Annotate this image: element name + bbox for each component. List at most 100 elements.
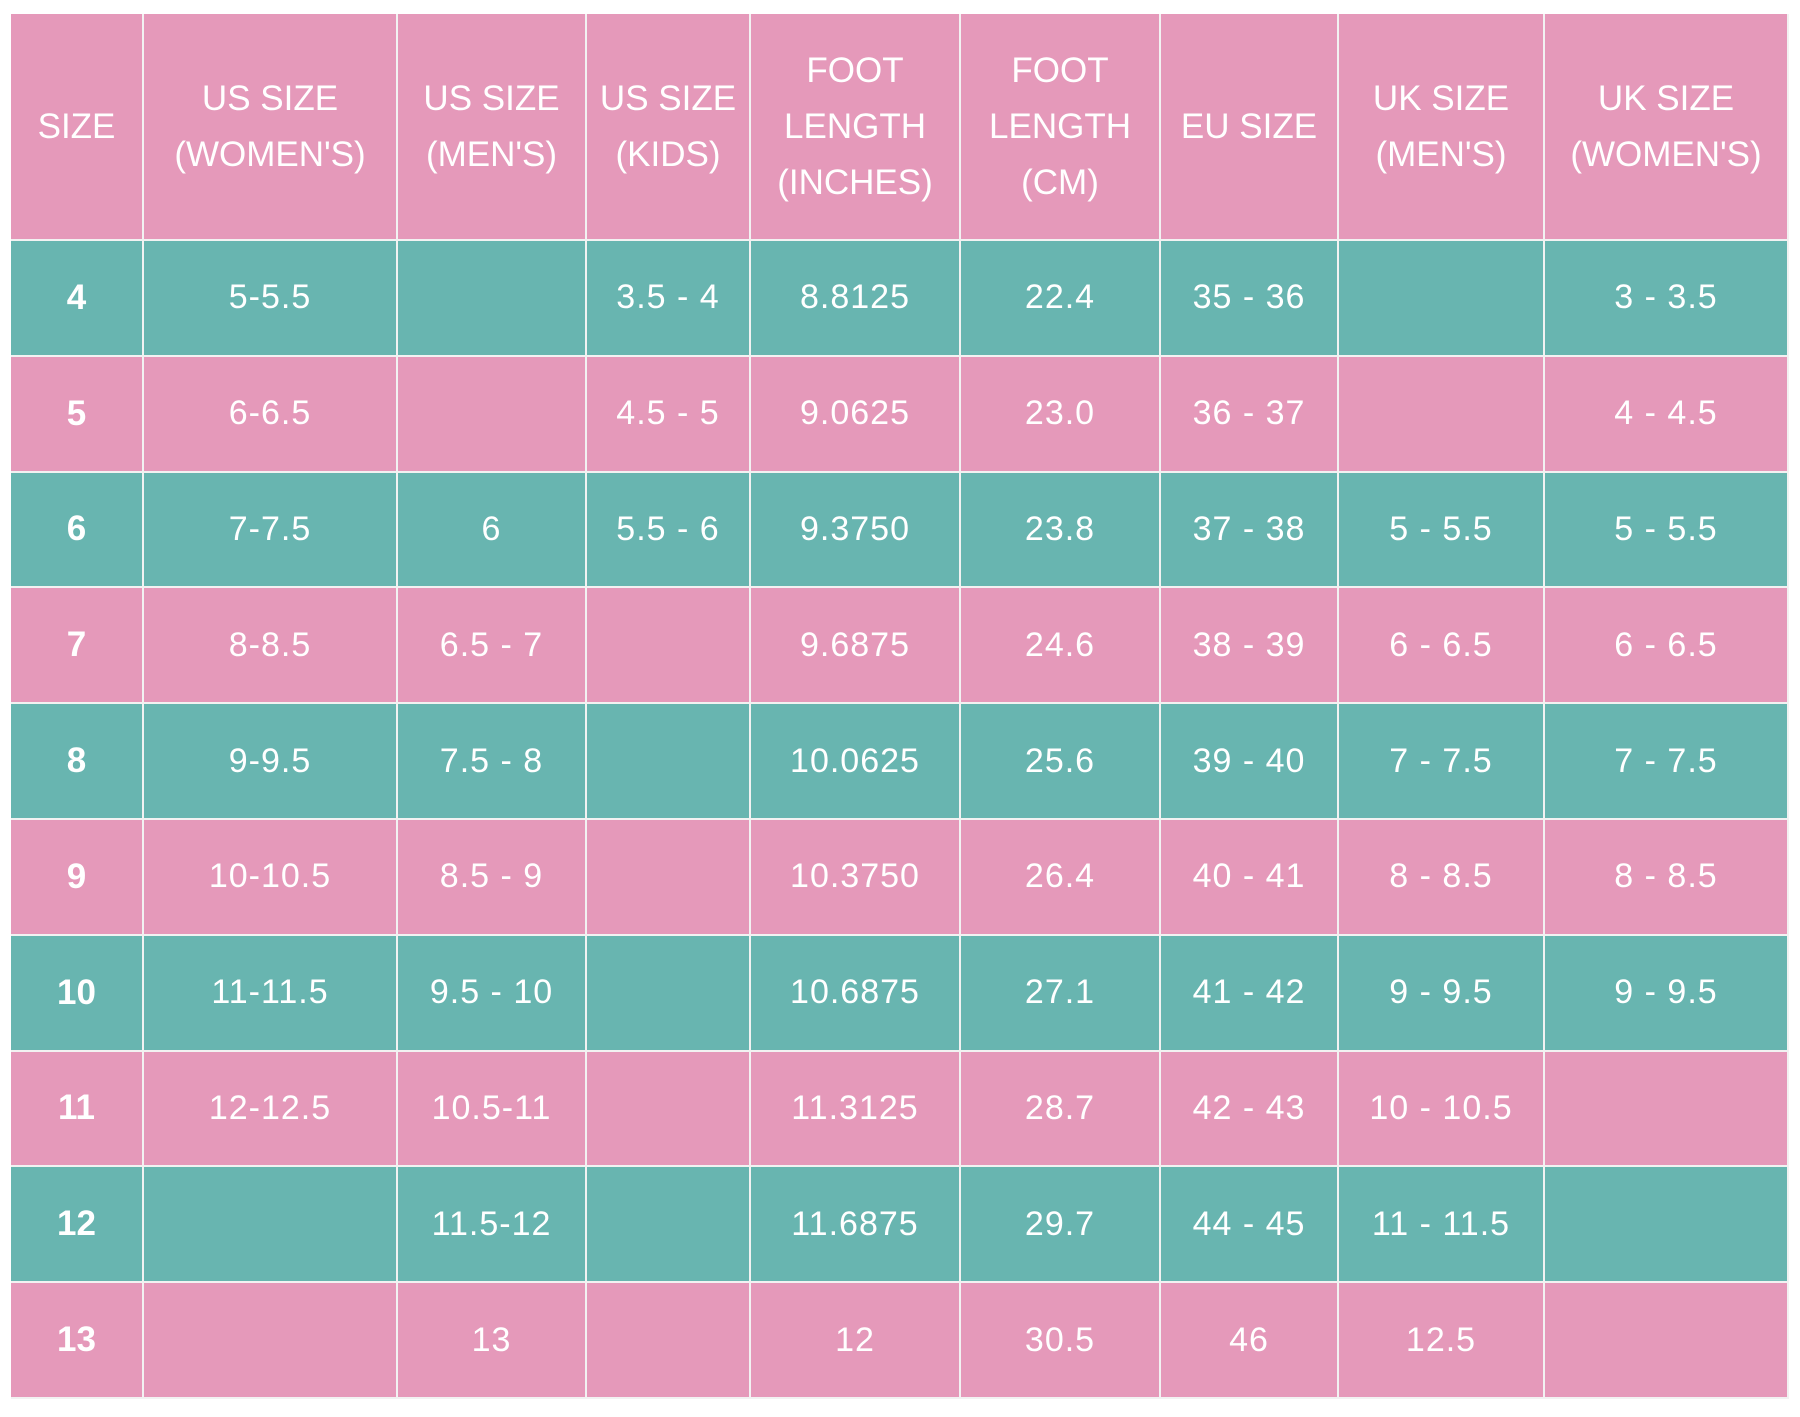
table-cell: 29.7 xyxy=(961,1167,1161,1284)
table-cell: 9 - 9.5 xyxy=(1339,935,1545,1052)
table-cell: 7 - 7.5 xyxy=(1339,704,1545,820)
table-cell: 9 - 9.5 xyxy=(1545,935,1789,1052)
table-cell: 35 - 36 xyxy=(1161,241,1339,357)
table-cell: 8-8.5 xyxy=(144,588,398,705)
table-cell: 11.3125 xyxy=(751,1051,961,1168)
table-cell: 23.8 xyxy=(961,472,1161,589)
table-cell: 8 - 8.5 xyxy=(1339,820,1545,936)
header-cell: SIZE xyxy=(11,14,144,241)
table-cell: 10.5-11 xyxy=(398,1051,587,1168)
table-cell: 6 - 6.5 xyxy=(1339,588,1545,705)
table-cell: 11.6875 xyxy=(751,1167,961,1284)
table-cell: 4 - 4.5 xyxy=(1545,356,1789,473)
header-cell: UK SIZE (WOMEN'S) xyxy=(1545,14,1789,241)
table-cell: 39 - 40 xyxy=(1161,704,1339,820)
table-cell: 41 - 42 xyxy=(1161,935,1339,1052)
table-cell: 6 xyxy=(398,472,587,589)
header-cell: US SIZE (KIDS) xyxy=(587,14,751,241)
table-cell xyxy=(1545,1167,1789,1284)
table-cell: 7-7.5 xyxy=(144,472,398,589)
row-label: 9 xyxy=(11,820,144,936)
table-cell: 4.5 - 5 xyxy=(587,356,751,473)
table-cell: 12.5 xyxy=(1339,1283,1545,1399)
table-cell: 10.0625 xyxy=(751,704,961,820)
table-cell: 6.5 - 7 xyxy=(398,588,587,705)
header-cell: FOOT LENGTH (CM) xyxy=(961,14,1161,241)
header-cell: US SIZE (WOMEN'S) xyxy=(144,14,398,241)
table-cell xyxy=(587,935,751,1052)
table-cell: 11 - 11.5 xyxy=(1339,1167,1545,1284)
table-cell: 8 - 8.5 xyxy=(1545,820,1789,936)
table-cell: 36 - 37 xyxy=(1161,356,1339,473)
table-cell: 10.6875 xyxy=(751,935,961,1052)
row-label: 13 xyxy=(11,1283,144,1399)
row-label: 4 xyxy=(11,241,144,357)
table-cell: 9.0625 xyxy=(751,356,961,473)
row-label: 12 xyxy=(11,1167,144,1284)
table-cell: 27.1 xyxy=(961,935,1161,1052)
table-cell: 5-5.5 xyxy=(144,241,398,357)
table-cell xyxy=(587,1283,751,1399)
table-cell: 10 - 10.5 xyxy=(1339,1051,1545,1168)
table-cell xyxy=(587,1167,751,1284)
row-label: 7 xyxy=(11,588,144,705)
table-cell xyxy=(144,1283,398,1399)
table-cell: 22.4 xyxy=(961,241,1161,357)
table-cell: 9.3750 xyxy=(751,472,961,589)
header-cell: UK SIZE (MEN'S) xyxy=(1339,14,1545,241)
size-table: SIZE US SIZE (WOMEN'S) US SIZE (MEN'S) US S… xyxy=(11,14,1789,1399)
table-cell: 12 xyxy=(751,1283,961,1399)
table-cell: 5 - 5.5 xyxy=(1545,472,1789,589)
table-cell: 11.5-12 xyxy=(398,1167,587,1284)
table-cell: 3.5 - 4 xyxy=(587,241,751,357)
table-cell: 11-11.5 xyxy=(144,935,398,1052)
table-cell: 6 - 6.5 xyxy=(1545,588,1789,705)
table-cell: 8.5 - 9 xyxy=(398,820,587,936)
table-cell: 12-12.5 xyxy=(144,1051,398,1168)
table-cell: 10.3750 xyxy=(751,820,961,936)
table-cell xyxy=(587,1051,751,1168)
row-label: 8 xyxy=(11,704,144,820)
table-cell xyxy=(1339,241,1545,357)
table-cell: 10-10.5 xyxy=(144,820,398,936)
header-cell: FOOT LENGTH (INCHES) xyxy=(751,14,961,241)
header-cell: EU SIZE xyxy=(1161,14,1339,241)
table-cell: 38 - 39 xyxy=(1161,588,1339,705)
table-cell: 5 - 5.5 xyxy=(1339,472,1545,589)
row-label: 10 xyxy=(11,935,144,1052)
table-cell xyxy=(398,356,587,473)
table-cell xyxy=(1545,1051,1789,1168)
table-cell: 9-9.5 xyxy=(144,704,398,820)
table-cell xyxy=(587,704,751,820)
table-cell xyxy=(1339,356,1545,473)
table-cell xyxy=(1545,1283,1789,1399)
table-cell: 46 xyxy=(1161,1283,1339,1399)
table-cell: 5.5 - 6 xyxy=(587,472,751,589)
table-cell: 40 - 41 xyxy=(1161,820,1339,936)
table-cell xyxy=(398,241,587,357)
table-cell: 30.5 xyxy=(961,1283,1161,1399)
table-cell: 3 - 3.5 xyxy=(1545,241,1789,357)
row-label: 6 xyxy=(11,472,144,589)
table-cell: 7 - 7.5 xyxy=(1545,704,1789,820)
table-cell: 7.5 - 8 xyxy=(398,704,587,820)
table-cell: 23.0 xyxy=(961,356,1161,473)
table-cell: 37 - 38 xyxy=(1161,472,1339,589)
row-label: 11 xyxy=(11,1051,144,1168)
table-cell: 25.6 xyxy=(961,704,1161,820)
table-cell: 24.6 xyxy=(961,588,1161,705)
table-cell: 6-6.5 xyxy=(144,356,398,473)
table-cell xyxy=(587,820,751,936)
table-cell: 9.5 - 10 xyxy=(398,935,587,1052)
table-cell: 8.8125 xyxy=(751,241,961,357)
table-cell: 13 xyxy=(398,1283,587,1399)
row-label: 5 xyxy=(11,356,144,473)
table-cell: 42 - 43 xyxy=(1161,1051,1339,1168)
table-cell xyxy=(144,1167,398,1284)
header-cell: US SIZE (MEN'S) xyxy=(398,14,587,241)
table-cell: 28.7 xyxy=(961,1051,1161,1168)
table-cell: 9.6875 xyxy=(751,588,961,705)
table-cell: 44 - 45 xyxy=(1161,1167,1339,1284)
table-cell xyxy=(587,588,751,705)
